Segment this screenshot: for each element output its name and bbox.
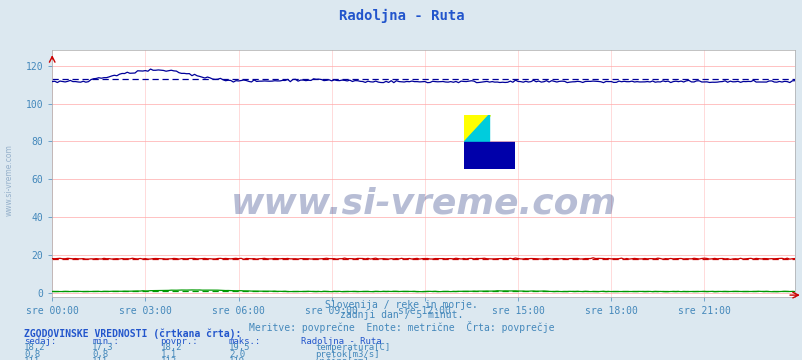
Text: 18,2: 18,2 bbox=[24, 343, 46, 352]
Polygon shape bbox=[464, 114, 489, 141]
Text: sedaj:: sedaj: bbox=[24, 337, 56, 346]
Text: 19,5: 19,5 bbox=[229, 343, 250, 352]
Text: Meritve: povprečne  Enote: metrične  Črta: povprečje: Meritve: povprečne Enote: metrične Črta:… bbox=[249, 321, 553, 333]
Text: 2,0: 2,0 bbox=[229, 350, 245, 359]
Text: zadnji dan / 5 minut.: zadnji dan / 5 minut. bbox=[339, 310, 463, 320]
Text: višina[cm]: višina[cm] bbox=[315, 357, 369, 360]
Text: pretok[m3/s]: pretok[m3/s] bbox=[315, 350, 379, 359]
Text: www.si-vreme.com: www.si-vreme.com bbox=[230, 186, 616, 220]
Text: maks.:: maks.: bbox=[229, 337, 261, 346]
Text: 113: 113 bbox=[160, 357, 176, 360]
Text: 0,8: 0,8 bbox=[24, 350, 40, 359]
Text: Slovenija / reke in morje.: Slovenija / reke in morje. bbox=[325, 300, 477, 310]
Text: Radoljna - Ruta: Radoljna - Ruta bbox=[301, 337, 381, 346]
Text: temperatura[C]: temperatura[C] bbox=[315, 343, 391, 352]
Text: 0,8: 0,8 bbox=[92, 350, 108, 359]
Text: 111: 111 bbox=[92, 357, 108, 360]
Polygon shape bbox=[464, 114, 489, 141]
Text: 111: 111 bbox=[24, 357, 40, 360]
Text: 18,2: 18,2 bbox=[160, 343, 182, 352]
Text: min.:: min.: bbox=[92, 337, 119, 346]
Text: 17,3: 17,3 bbox=[92, 343, 114, 352]
Text: povpr.:: povpr.: bbox=[160, 337, 198, 346]
Text: 1,1: 1,1 bbox=[160, 350, 176, 359]
Text: ZGODOVINSKE VREDNOSTI (črtkana črta):: ZGODOVINSKE VREDNOSTI (črtkana črta): bbox=[24, 328, 241, 339]
Text: www.si-vreme.com: www.si-vreme.com bbox=[5, 144, 14, 216]
Text: Radoljna - Ruta: Radoljna - Ruta bbox=[338, 9, 464, 23]
Polygon shape bbox=[464, 141, 514, 169]
Text: 119: 119 bbox=[229, 357, 245, 360]
